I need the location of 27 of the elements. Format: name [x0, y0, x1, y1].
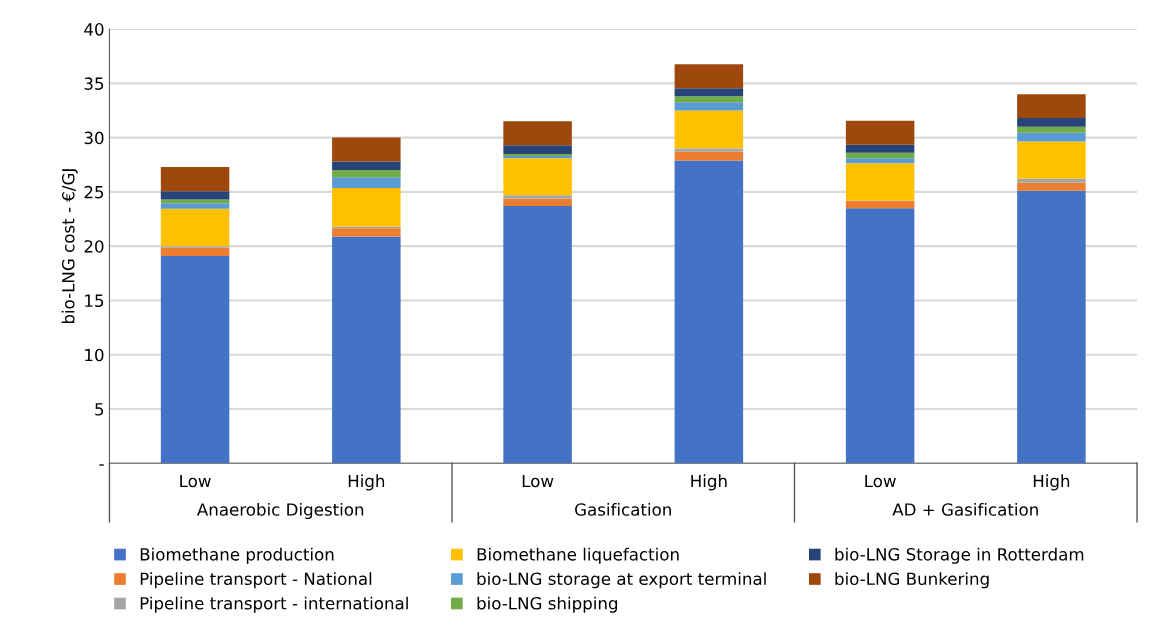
legend-label: Pipeline transport - National [140, 572, 372, 589]
y-tick-label: 10 [85, 348, 104, 362]
y-tick-label: - [99, 464, 104, 466]
legend-label: bio-LNG shipping [477, 596, 618, 613]
legend-label: bio-LNG Storage in Rotterdam [835, 547, 1084, 564]
x-tick-label: High [348, 474, 385, 491]
legend-label: Biomethane liquefaction [477, 547, 679, 564]
x-tick-label: Low [522, 474, 554, 488]
y-tick-label: 35 [84, 77, 104, 90]
text: AD + Gasification [892, 502, 1038, 516]
text: Anaerobic Digestion [196, 502, 364, 520]
x-tick-label: High [1033, 474, 1070, 491]
legend-label: Pipeline transport - international [140, 596, 408, 613]
text: Gasification [575, 502, 671, 516]
y-axis-title: bio-LNG cost - €/GJ [61, 169, 78, 324]
y-tick-label: 5 [95, 403, 104, 416]
x-tick-label: Low [180, 474, 211, 488]
legend-label: Biomethane production [140, 547, 334, 564]
y-tick-label: 20 [84, 240, 104, 253]
y-tick-label: 15 [85, 294, 104, 308]
x-tick-label: High [691, 474, 727, 491]
legend-label: bio-LNG Bunkering [835, 572, 989, 589]
x-tick-label: Low [865, 474, 896, 488]
y-tick-label: 40 [84, 23, 104, 36]
y-tick-label: 25 [84, 185, 104, 199]
y-tick-label: 30 [84, 131, 104, 145]
legend-label: bio-LNG storage at export terminal [477, 572, 766, 589]
